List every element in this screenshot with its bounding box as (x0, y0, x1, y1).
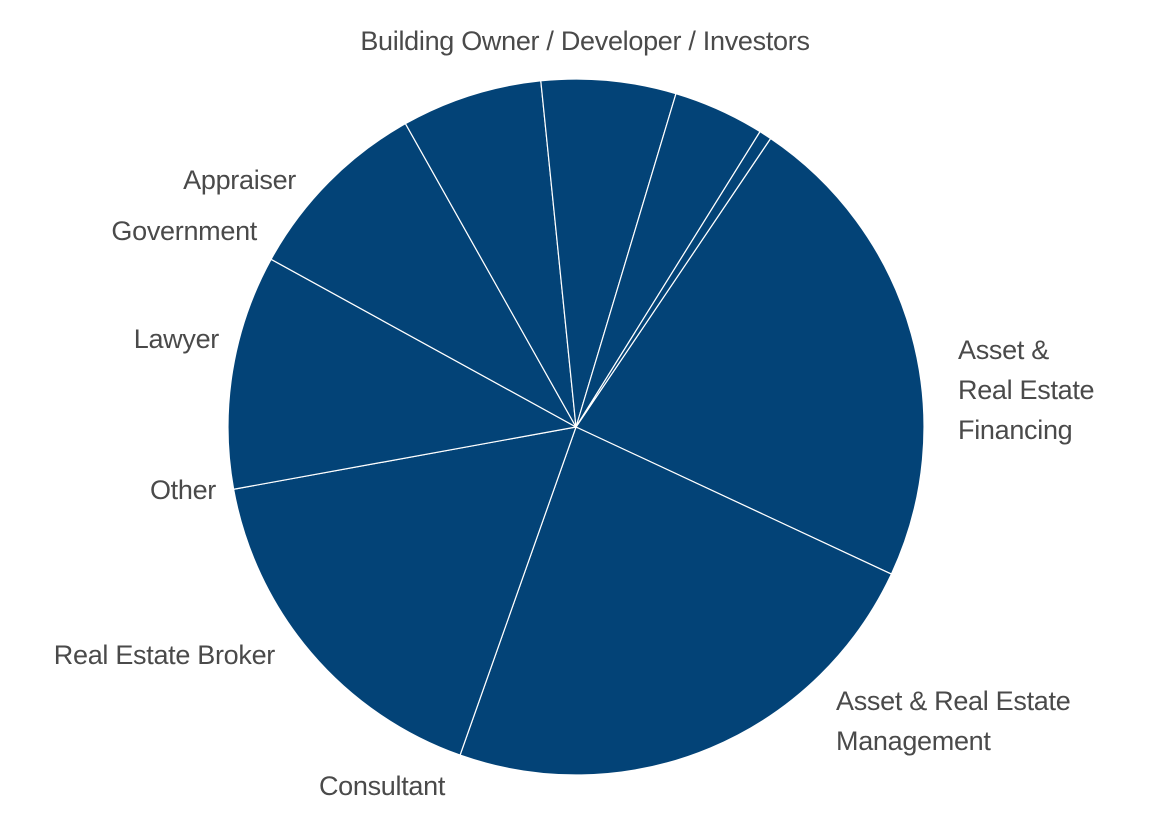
slice-label-line: Appraiser (183, 165, 296, 195)
pie-slice-asset-real-estate-financing (459, 426, 893, 776)
slice-label: Asset & Real Estate Management (836, 686, 1070, 756)
pie-slice-asset-real-estate-management (232, 426, 577, 756)
pie-slice-real-estate-broker (270, 122, 578, 429)
slice-label-line: Financing (958, 415, 1072, 445)
pie-slice-appraiser (575, 130, 772, 428)
slice-label-line: Asset & Real Estate (836, 686, 1070, 716)
pie-slice-building-owner-developer-investors (575, 137, 925, 575)
slice-label-line: Lawyer (134, 324, 220, 354)
slice-label-line: Consultant (319, 771, 446, 801)
slice-label: Government (111, 216, 257, 246)
slice-label: Appraiser (183, 165, 296, 195)
slice-label: Lawyer (134, 324, 220, 354)
slice-label-line: Management (836, 726, 991, 756)
slice-label-line: Real Estate (958, 375, 1094, 405)
slice-label-line: Asset & (958, 335, 1049, 365)
pie-slice-lawyer (540, 78, 677, 428)
slice-label: Other (150, 475, 216, 505)
slice-label-line: Government (111, 216, 257, 246)
slice-label: Building Owner / Developer / Investors (360, 26, 809, 56)
pie-slices (227, 78, 925, 776)
pie-labels: Building Owner / Developer / Investors As… (54, 26, 1095, 801)
pie-slice-consultant (227, 258, 578, 490)
slice-label: Consultant (319, 771, 446, 801)
slice-label: Real Estate Broker (54, 640, 276, 670)
slice-label-line: Other (150, 475, 216, 505)
pie-slice-other (404, 80, 577, 428)
slice-label: Asset & Real Estate Financing (958, 335, 1094, 445)
slice-label-line: Building Owner / Developer / Investors (360, 26, 809, 56)
slice-label-line: Real Estate Broker (54, 640, 276, 670)
